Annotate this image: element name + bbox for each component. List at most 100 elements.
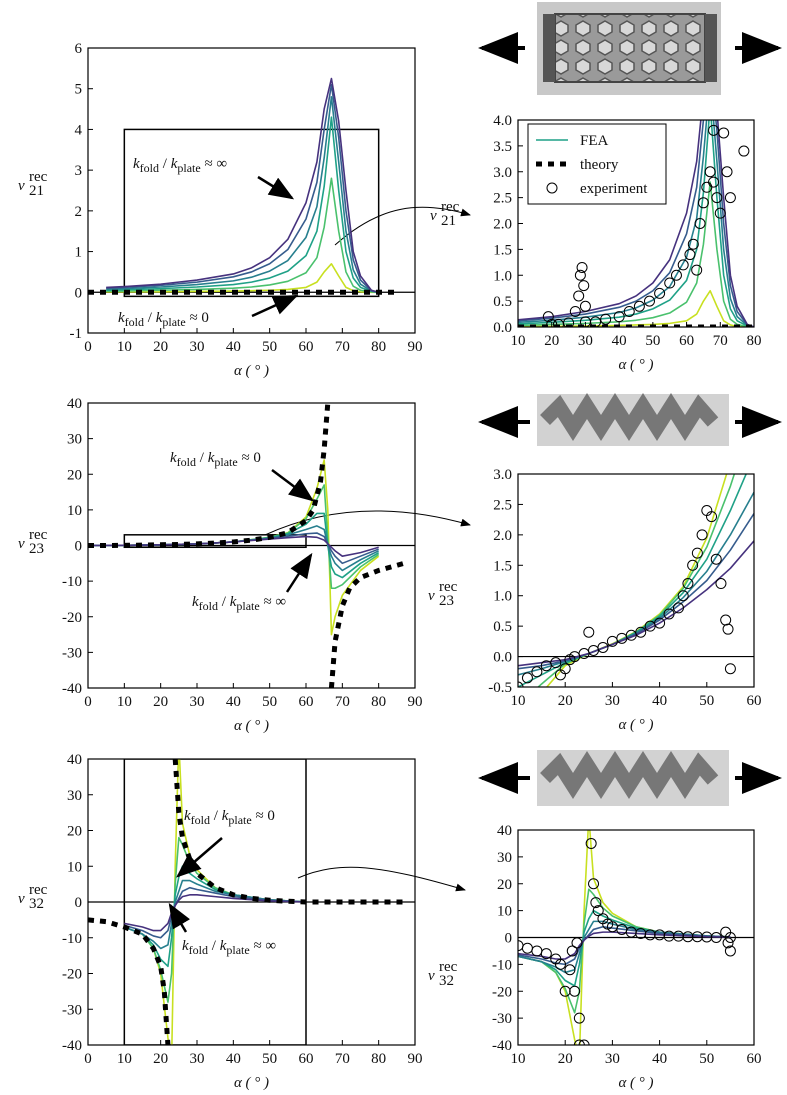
- experiment-point: [592, 905, 604, 917]
- x-tick-label: 30: [190, 1051, 205, 1067]
- experiment-point: [711, 192, 723, 204]
- y-tick-label: 10: [67, 503, 82, 519]
- annotation-arrow: [176, 837, 223, 878]
- y-tick-label: 1: [75, 245, 83, 261]
- y-axis-label: ν: [18, 891, 25, 907]
- zoom-connectors: [264, 206, 471, 892]
- x-tick-label: 10: [511, 693, 526, 709]
- x-tick-label: 50: [262, 1051, 277, 1067]
- experiment-point: [696, 529, 708, 541]
- experiment-point: [623, 305, 635, 317]
- experiment-point: [559, 985, 571, 997]
- y-tick-label: 30: [497, 850, 512, 866]
- experiment-point: [550, 657, 562, 669]
- experiment-point: [573, 1039, 585, 1045]
- x-tick-label: 20: [544, 333, 559, 349]
- experiment-point: [554, 958, 566, 970]
- zoom-box: [123, 128, 380, 298]
- fea-curve: [106, 77, 379, 294]
- y-tick-label: 1.0: [493, 589, 512, 605]
- x-axis-label: α ( ° ): [618, 357, 653, 373]
- annotation: kfold / kplate ≈ 0: [184, 808, 275, 827]
- legend-label: experiment: [580, 181, 648, 197]
- y-tick-label: -30: [492, 1011, 512, 1027]
- experiment-point: [706, 511, 718, 523]
- y-tick-label: 0: [75, 539, 83, 555]
- experiment-point: [738, 145, 750, 157]
- annotation-sep: /: [144, 310, 156, 326]
- plot-area: [88, 759, 415, 1045]
- experiment-point: [724, 945, 736, 957]
- y-tick-label: 0: [75, 285, 83, 301]
- annotation-arrow: [257, 175, 295, 200]
- experiment-point: [682, 931, 694, 943]
- x-axis-label: α ( ° ): [618, 717, 653, 733]
- y-axis-label-sub: 21: [441, 213, 456, 229]
- y-tick-label: -30: [62, 1002, 82, 1018]
- annotation-k: k: [230, 594, 237, 610]
- x-tick-label: 70: [335, 694, 350, 710]
- experiment-point: [704, 166, 716, 178]
- y-tick-label: 40: [67, 752, 82, 768]
- y-tick-label: 2: [75, 204, 83, 220]
- x-tick-label: 10: [117, 694, 132, 710]
- x-axis-label: α ( ° ): [234, 718, 269, 734]
- experiment-point: [644, 929, 656, 941]
- experiment-point: [574, 269, 586, 281]
- y-axis-label: ν: [18, 536, 25, 552]
- y-tick-label: 20: [67, 467, 82, 483]
- photo-top: [537, 2, 721, 95]
- annotation-k: k: [118, 310, 125, 326]
- y-tick-label: -0.5: [488, 680, 512, 696]
- experiment-point: [663, 608, 675, 620]
- theory-curve: [88, 403, 405, 688]
- experiment-point: [654, 617, 666, 629]
- y-axis-label-sup: rec: [29, 169, 48, 185]
- x-tick-label: 90: [408, 339, 423, 355]
- x-tick-label: 60: [299, 1051, 314, 1067]
- y-tick-label: 2.0: [493, 217, 512, 233]
- x-tick-label: 60: [299, 339, 314, 355]
- experiment-point: [643, 295, 655, 307]
- annotation-rel: ≈ 0: [252, 808, 275, 824]
- fea-curve: [124, 879, 307, 950]
- annotation-arrow: [168, 902, 191, 933]
- x-tick-label: 40: [226, 694, 241, 710]
- y-tick-label: -20: [62, 610, 82, 626]
- experiment-point: [721, 166, 733, 178]
- x-axis-label: α ( ° ): [234, 1075, 269, 1091]
- y-axis-label-sup: rec: [29, 882, 48, 898]
- y-tick-label: 6: [75, 41, 83, 57]
- x-tick-label: 60: [747, 693, 762, 709]
- annotation-k: k: [220, 938, 227, 954]
- x-tick-label: 80: [747, 333, 762, 349]
- y-axis-label: ν: [428, 968, 435, 984]
- theory-curve: [88, 759, 408, 1045]
- experiment-point: [573, 1012, 585, 1024]
- y-tick-label: 0.0: [493, 320, 512, 336]
- y-tick-label: 20: [67, 824, 82, 840]
- experiment-point: [691, 931, 703, 943]
- experiment-point: [579, 300, 591, 312]
- y-axis-label-sub: 32: [439, 973, 454, 989]
- legend-marker: [546, 182, 558, 194]
- x-tick-label: 60: [679, 333, 694, 349]
- annotation-sub: plate: [162, 315, 185, 329]
- annotation: kfold / kplate ≈ 0: [170, 450, 261, 469]
- experiment-point: [708, 124, 720, 136]
- experiment-point: [521, 672, 533, 684]
- annotation-k: k: [156, 310, 163, 326]
- annotation-k: k: [208, 450, 215, 466]
- annotation-sep: /: [218, 594, 230, 610]
- x-tick-label: 50: [645, 333, 660, 349]
- experiment-point: [724, 663, 736, 675]
- x-tick-label: 50: [699, 693, 714, 709]
- y-tick-label: -40: [62, 681, 82, 697]
- experiment-point: [583, 626, 595, 638]
- y-tick-label: -30: [62, 645, 82, 661]
- annotation-sub: fold: [191, 813, 210, 827]
- x-tick-label: 60: [747, 1051, 762, 1067]
- experiment-point: [576, 261, 588, 273]
- y-axis-label-sup: rec: [29, 527, 48, 543]
- experiment-point: [722, 937, 734, 949]
